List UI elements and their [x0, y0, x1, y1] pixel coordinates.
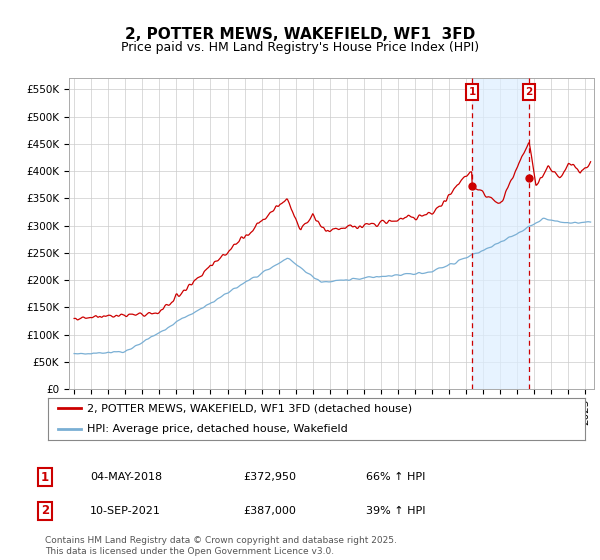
Text: 2, POTTER MEWS, WAKEFIELD, WF1 3FD (detached house): 2, POTTER MEWS, WAKEFIELD, WF1 3FD (deta…: [86, 403, 412, 413]
Text: 39% ↑ HPI: 39% ↑ HPI: [366, 506, 425, 516]
Bar: [472, 78, 529, 389]
Text: 1: 1: [41, 470, 49, 484]
Text: 2: 2: [526, 87, 533, 97]
Text: Price paid vs. HM Land Registry's House Price Index (HPI): Price paid vs. HM Land Registry's House …: [121, 40, 479, 54]
Text: 1: 1: [469, 87, 476, 97]
Text: 10-SEP-2021: 10-SEP-2021: [90, 506, 161, 516]
Text: Contains HM Land Registry data © Crown copyright and database right 2025.
This d: Contains HM Land Registry data © Crown c…: [45, 536, 397, 556]
Text: £372,950: £372,950: [243, 472, 296, 482]
Text: 66% ↑ HPI: 66% ↑ HPI: [366, 472, 425, 482]
Text: 04-MAY-2018: 04-MAY-2018: [90, 472, 162, 482]
Text: HPI: Average price, detached house, Wakefield: HPI: Average price, detached house, Wake…: [86, 424, 347, 434]
Text: 2, POTTER MEWS, WAKEFIELD, WF1  3FD: 2, POTTER MEWS, WAKEFIELD, WF1 3FD: [125, 27, 475, 42]
Text: 2: 2: [41, 504, 49, 517]
Text: £387,000: £387,000: [243, 506, 296, 516]
